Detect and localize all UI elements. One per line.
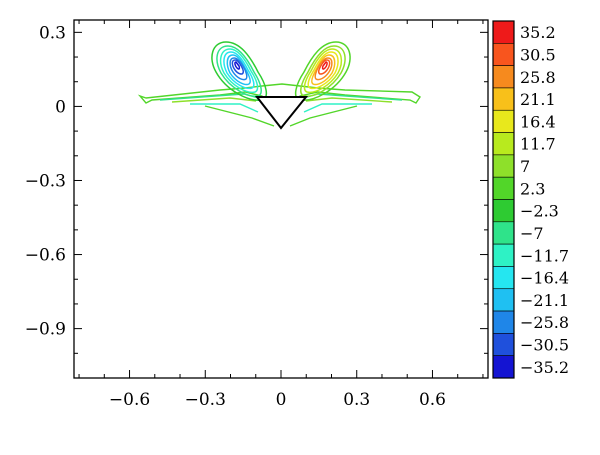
colorbar-swatch [492, 87, 515, 111]
colorbar-label: 7 [520, 157, 530, 176]
colorbar-label: −11.7 [520, 246, 569, 265]
wake-contour-5 [204, 105, 358, 127]
wake-contour-3 [171, 97, 393, 103]
colorbar-label: −30.5 [520, 336, 569, 355]
y-tick-label: −0.6 [25, 246, 66, 266]
colorbar-frame [492, 20, 515, 379]
colorbar-swatch [492, 310, 515, 334]
colorbar-label: −35.2 [520, 358, 569, 377]
x-tick-label: 0 [276, 390, 287, 410]
left-lobe-level-3 [219, 48, 259, 94]
x-tick-label: −0.6 [109, 390, 150, 410]
colorbar-swatch [492, 65, 515, 89]
colorbar-swatch [492, 132, 515, 156]
colorbar-swatch [492, 355, 515, 379]
colorbar-label: 30.5 [520, 45, 556, 64]
axis-ticks [74, 20, 488, 378]
colorbar-swatch [492, 266, 515, 290]
colorbar-swatch [492, 43, 515, 66]
y-tick-label: 0.3 [39, 23, 66, 43]
right-lobe-level-3 [303, 48, 343, 94]
colorbar-label: 16.4 [520, 112, 556, 131]
right-lobe-level-6 [314, 57, 333, 81]
colorbar-label: 2.3 [520, 179, 545, 198]
colorbar: 35.2 30.5 25.8 21.1 16.4 11.7 7 2.3 −2.3 −7 −11.7 −… [492, 20, 569, 379]
axis-tick-labels: −0.6 −0.3 0 0.3 0.6 0.3 0 −0.3 −0.6 −0.9 [25, 23, 446, 410]
colorbar-swatch [492, 221, 515, 245]
colorbar-swatch [492, 199, 515, 223]
colorbar-label: 11.7 [520, 135, 556, 154]
left-lobe-level-5 [226, 54, 251, 86]
colorbar-swatch [492, 154, 515, 178]
contour-field [137, 41, 421, 130]
colorbar-swatch [492, 176, 515, 200]
colorbar-label: −7 [520, 224, 544, 243]
colorbar-label: −2.3 [520, 202, 559, 221]
y-tick-label: 0 [55, 97, 66, 117]
y-tick-label: −0.9 [25, 320, 66, 340]
left-lobe-contours [211, 41, 268, 101]
right-lobe-level-5 [311, 54, 336, 86]
colorbar-swatch [492, 109, 515, 133]
right-lobe-level-7 [318, 59, 331, 75]
x-tick-label: 0.6 [419, 390, 446, 410]
colorbar-swatch [492, 333, 515, 356]
left-lobe-level-8 [234, 61, 241, 70]
colorbar-label: 35.2 [520, 23, 556, 42]
colorbar-label: −16.4 [520, 269, 569, 288]
body-triangle [254, 96, 309, 130]
left-lobe-level-7 [231, 59, 244, 75]
colorbar-label: 21.1 [520, 90, 556, 109]
x-tick-label: −0.3 [185, 390, 226, 410]
colorbar-label: −25.8 [520, 313, 569, 332]
colorbar-swatch [492, 20, 515, 44]
y-tick-label: −0.3 [25, 171, 66, 191]
wake-contour-4 [190, 103, 372, 113]
left-lobe-level-6 [229, 57, 248, 81]
left-lobe-level-4 [223, 51, 255, 90]
right-lobe-contours [294, 41, 351, 101]
colorbar-swatch [492, 243, 515, 267]
colorbar-label: 25.8 [520, 68, 556, 87]
x-tick-label: 0.3 [343, 390, 370, 410]
colorbar-swatch [492, 288, 515, 312]
colorbar-label: −21.1 [520, 291, 569, 310]
right-lobe-level-4 [307, 51, 339, 90]
plot-frame [73, 19, 489, 379]
right-lobe-level-8 [321, 61, 328, 70]
